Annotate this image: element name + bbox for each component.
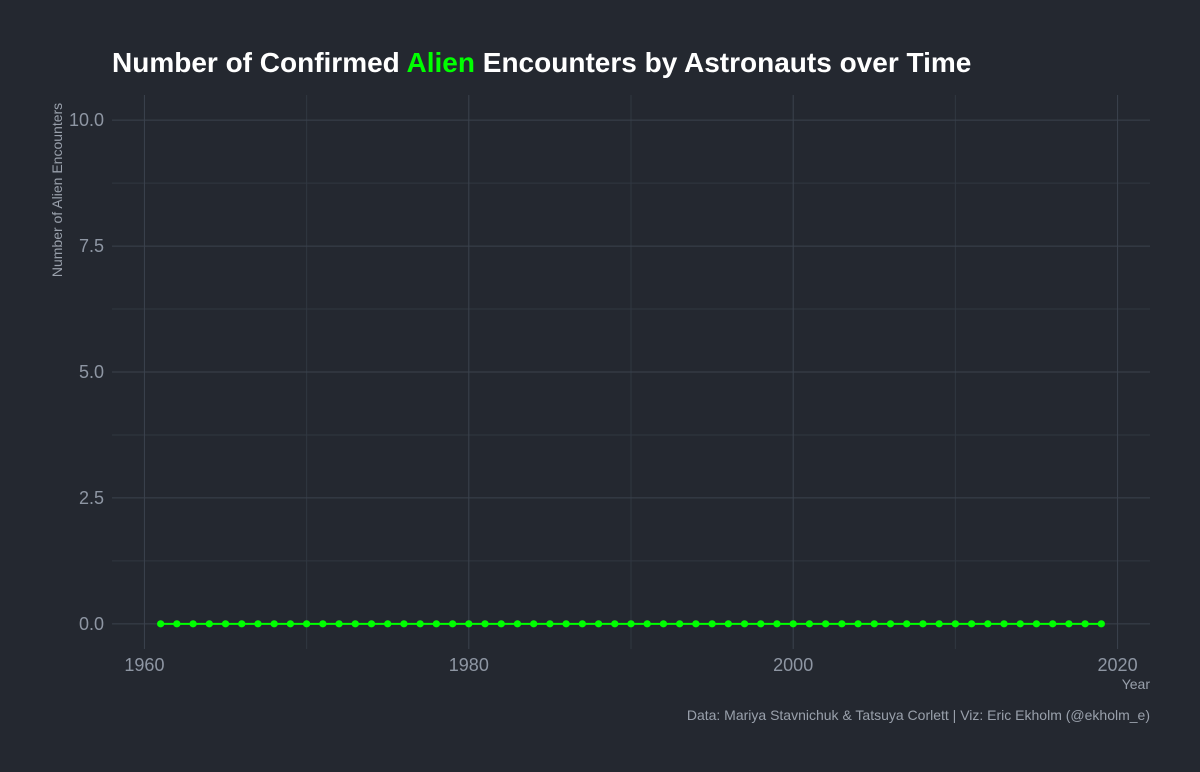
data-point	[205, 620, 213, 628]
data-point	[351, 620, 359, 628]
data-point	[1065, 620, 1073, 628]
data-point	[1016, 620, 1024, 628]
data-point	[935, 620, 943, 628]
data-point	[903, 620, 911, 628]
chart-caption: Data: Mariya Stavnichuk & Tatsuya Corlet…	[687, 707, 1150, 723]
x-tick-label: 2020	[1098, 655, 1138, 675]
data-point	[173, 620, 181, 628]
data-point	[481, 620, 489, 628]
x-tick-label: 2000	[773, 655, 813, 675]
data-point	[432, 620, 440, 628]
chart-title-suffix: Encounters by Astronauts over Time	[475, 47, 971, 78]
data-point	[1081, 620, 1089, 628]
data-point	[221, 620, 230, 628]
data-point	[530, 620, 538, 628]
data-point	[513, 620, 522, 628]
data-point	[1000, 620, 1008, 628]
data-point	[724, 620, 732, 628]
x-axis-title: Year	[1122, 676, 1151, 692]
data-point	[951, 620, 959, 628]
data-point	[708, 620, 716, 628]
data-point	[578, 620, 586, 628]
data-series	[157, 620, 1105, 628]
data-point	[254, 620, 262, 628]
x-tick-label: 1960	[124, 655, 164, 675]
data-point	[416, 620, 424, 628]
data-point	[562, 620, 570, 628]
data-point	[1032, 620, 1041, 628]
data-point	[465, 620, 473, 628]
y-tick-label: 7.5	[79, 236, 104, 256]
data-point	[789, 620, 797, 628]
data-point	[984, 620, 992, 628]
data-point	[805, 620, 814, 628]
y-tick-label: 2.5	[79, 488, 104, 508]
data-point	[286, 620, 295, 628]
data-point	[319, 620, 327, 628]
x-tick-label: 1980	[449, 655, 489, 675]
y-axis-title: Number of Alien Encounters	[49, 103, 65, 277]
data-point	[659, 620, 668, 628]
data-point	[367, 620, 376, 628]
data-point	[822, 620, 830, 628]
y-tick-label: 10.0	[69, 110, 104, 130]
data-point	[692, 620, 700, 628]
data-point	[967, 620, 976, 628]
y-tick-label: 5.0	[79, 362, 104, 382]
data-point	[157, 620, 165, 628]
data-point	[643, 620, 651, 628]
data-point	[384, 620, 392, 628]
data-point	[1097, 620, 1105, 628]
data-point	[870, 620, 878, 628]
data-point	[189, 620, 197, 628]
y-tick-label: 0.0	[79, 614, 104, 634]
y-axis-ticks: 0.0 2.5 5.0 7.5 10.0	[69, 110, 104, 634]
data-point	[757, 620, 765, 628]
chart-title-prefix: Number of Confirmed	[112, 47, 407, 78]
grid-lines	[112, 95, 1150, 649]
data-point	[854, 620, 862, 628]
data-point	[546, 620, 554, 628]
data-point	[270, 620, 278, 628]
x-axis-ticks: 1960 1980 2000 2020	[124, 655, 1137, 675]
data-point	[448, 620, 457, 628]
data-point	[335, 620, 343, 628]
data-point	[238, 620, 246, 628]
data-point	[594, 620, 603, 628]
data-point	[838, 620, 846, 628]
data-point	[886, 620, 895, 628]
data-point	[740, 620, 749, 628]
data-point	[400, 620, 408, 628]
data-point	[676, 620, 684, 628]
data-point	[627, 620, 635, 628]
data-point	[497, 620, 505, 628]
chart-title: Number of Confirmed Alien Encounters by …	[112, 47, 971, 78]
data-point	[919, 620, 927, 628]
data-point	[773, 620, 781, 628]
data-point	[611, 620, 619, 628]
data-point	[1049, 620, 1057, 628]
chart-title-highlight: Alien	[407, 47, 475, 78]
data-point	[303, 620, 311, 628]
